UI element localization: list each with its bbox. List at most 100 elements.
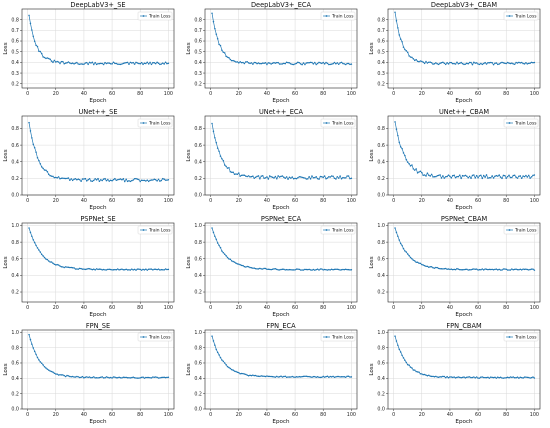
train-loss-point xyxy=(53,372,56,374)
train-loss-point xyxy=(164,268,167,270)
train-loss-point xyxy=(257,375,260,377)
chart-title: DeepLabV3+_CBAM xyxy=(430,1,498,9)
train-loss-point xyxy=(94,269,96,271)
train-loss-point xyxy=(399,146,402,148)
train-loss-point xyxy=(280,375,282,377)
train-loss-point xyxy=(219,356,222,359)
train-loss-point xyxy=(330,175,333,177)
train-loss-point xyxy=(139,180,141,183)
train-loss-point xyxy=(478,377,481,379)
y-tick-label: 0.8 xyxy=(377,126,385,132)
train-loss-point xyxy=(156,61,158,63)
train-loss-point xyxy=(46,170,49,173)
train-loss-point xyxy=(459,268,461,271)
train-loss-point xyxy=(164,179,167,181)
train-loss-point xyxy=(397,344,399,347)
y-tick-label: 0.6 xyxy=(194,143,202,149)
legend-label: Train Loss xyxy=(331,228,354,234)
train-loss-point xyxy=(243,265,246,268)
train-loss-point xyxy=(489,268,492,271)
train-loss-point xyxy=(128,376,130,379)
train-loss-point xyxy=(60,60,63,63)
train-loss-point xyxy=(47,369,50,371)
train-loss-point xyxy=(299,63,302,65)
train-loss-point xyxy=(332,62,334,65)
train-loss-point xyxy=(252,374,254,376)
train-loss-point xyxy=(232,59,234,62)
train-loss-point xyxy=(330,268,333,271)
train-loss-point xyxy=(95,268,98,270)
train-loss-point xyxy=(495,62,498,64)
train-loss-point xyxy=(271,268,274,270)
legend-box xyxy=(137,332,173,342)
train-loss-point xyxy=(482,174,485,177)
train-loss-point xyxy=(485,174,488,176)
train-loss-point xyxy=(39,50,42,53)
train-loss-point xyxy=(436,175,439,177)
train-loss-point xyxy=(336,62,339,64)
train-loss-point xyxy=(66,374,68,377)
train-loss-point xyxy=(218,43,220,46)
train-loss-point xyxy=(525,61,527,64)
train-loss-point xyxy=(488,61,491,64)
train-loss-point xyxy=(404,48,406,51)
x-tick-label: 80 xyxy=(137,305,143,311)
x-tick-label: 100 xyxy=(530,305,539,311)
x-tick-label: 0 xyxy=(26,198,29,204)
train-loss-point xyxy=(464,63,467,65)
train-loss-point xyxy=(152,269,154,271)
train-loss-point xyxy=(394,11,396,13)
train-loss-point xyxy=(312,268,315,271)
train-loss-point xyxy=(101,269,103,271)
train-loss-point xyxy=(95,376,98,379)
train-loss-point xyxy=(468,376,471,378)
train-loss-point xyxy=(477,177,479,179)
train-loss-point xyxy=(518,61,520,64)
train-loss-point xyxy=(499,176,502,178)
train-loss-point xyxy=(421,60,423,63)
train-loss-point xyxy=(346,375,348,378)
train-loss-point xyxy=(153,178,156,181)
train-loss-point xyxy=(297,376,299,378)
train-loss-point xyxy=(154,376,157,378)
train-loss-point xyxy=(306,268,309,271)
train-loss-point xyxy=(520,376,523,379)
train-loss-point xyxy=(474,62,477,64)
train-loss-point xyxy=(163,376,165,378)
train-loss-point xyxy=(339,376,341,378)
train-loss-point xyxy=(276,375,278,378)
train-loss-point xyxy=(43,366,46,368)
train-loss-point xyxy=(125,268,127,271)
train-loss-point xyxy=(426,62,429,64)
train-loss-point xyxy=(280,175,282,178)
train-loss-point xyxy=(504,62,506,64)
train-loss-point xyxy=(77,376,80,378)
y-tick-label: 0.7 xyxy=(194,28,202,34)
train-loss-point xyxy=(308,268,310,271)
train-loss-point xyxy=(39,361,42,363)
train-loss-point xyxy=(297,177,299,179)
train-loss-point xyxy=(223,253,226,255)
train-loss-point xyxy=(405,49,408,52)
x-tick-label: 20 xyxy=(236,412,242,418)
train-loss-point xyxy=(80,267,82,270)
train-loss-point xyxy=(425,60,427,63)
train-loss-point xyxy=(223,164,226,166)
train-loss-point xyxy=(302,269,305,271)
train-loss-point xyxy=(281,268,284,271)
train-loss-point xyxy=(104,377,106,379)
train-loss-point xyxy=(253,177,256,180)
train-loss-point xyxy=(533,269,536,271)
train-loss-point xyxy=(395,231,398,234)
train-loss-point xyxy=(105,179,108,182)
train-loss-point xyxy=(440,268,443,270)
y-axis-label: Loss xyxy=(3,149,9,161)
train-loss-point xyxy=(47,57,50,60)
y-tick-label: 0.4 xyxy=(11,60,19,66)
train-loss-point xyxy=(257,62,260,64)
train-loss-point xyxy=(485,63,488,65)
train-loss-point xyxy=(511,62,513,64)
x-tick-label: 0 xyxy=(209,91,212,97)
train-loss-point xyxy=(211,227,213,229)
train-loss-point xyxy=(53,59,56,62)
